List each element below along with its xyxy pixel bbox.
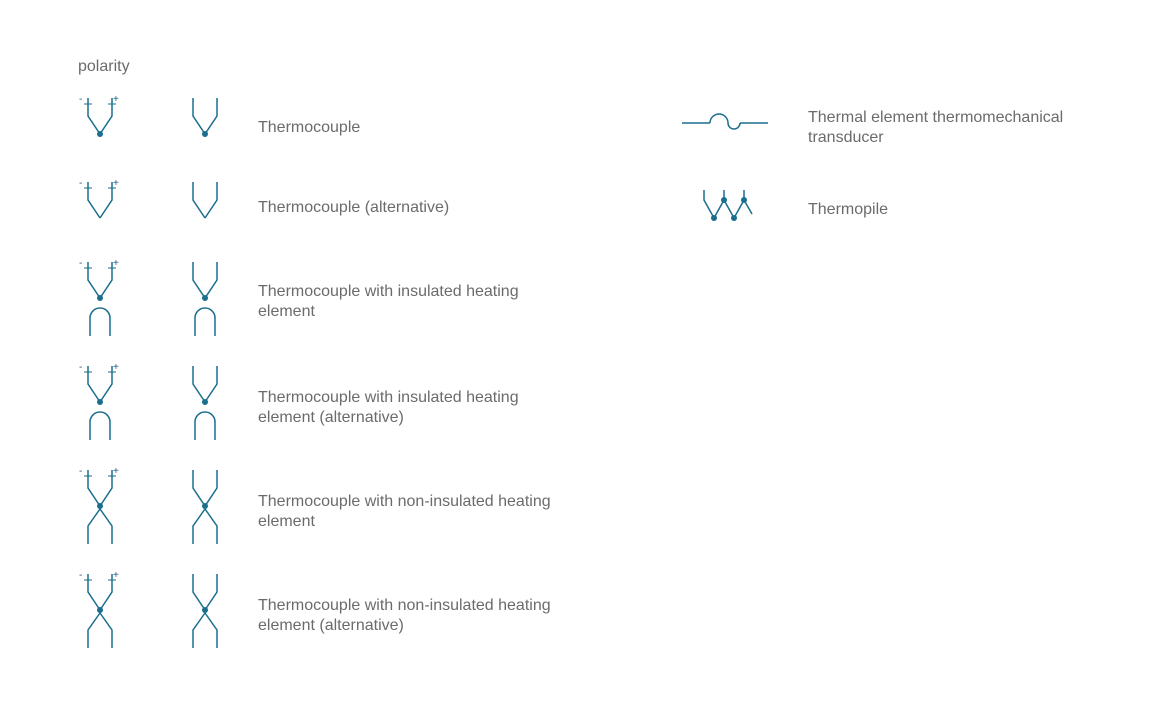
- polarity-minus: -: [79, 94, 82, 105]
- thermocouple-nonins-label: Thermocouple with non-insulated heating …: [258, 492, 578, 532]
- thermocouple-alt-label: Thermocouple (alternative): [258, 198, 558, 218]
- polarity-plus: +: [113, 94, 119, 105]
- thermocouple-ins-alt-label: Thermocouple with insulated heating elem…: [258, 388, 558, 428]
- polarity-header: polarity: [78, 58, 130, 76]
- thermal-element-symbol: [680, 108, 770, 138]
- polarity-plus: +: [113, 178, 119, 189]
- polarity-plus: +: [113, 258, 119, 269]
- thermocouple-ins-symbol: [185, 258, 225, 340]
- polarity-plus: +: [113, 570, 119, 581]
- thermocouple-nonins-alt-symbol-polarity: [80, 570, 120, 652]
- thermocouple-ins-label: Thermocouple with insulated heating elem…: [258, 282, 558, 322]
- thermocouple-nonins-symbol-polarity: [80, 466, 120, 548]
- polarity-minus: -: [79, 570, 82, 581]
- thermocouple-nonins-alt-label: Thermocouple with non-insulated heating …: [258, 596, 578, 636]
- thermocouple-alt-symbol: [185, 178, 225, 226]
- polarity-minus: -: [79, 258, 82, 269]
- polarity-plus: +: [113, 362, 119, 373]
- polarity-plus: +: [113, 466, 119, 477]
- thermopile-symbol: [700, 186, 756, 226]
- thermocouple-ins-alt-symbol-polarity: [80, 362, 120, 444]
- thermocouple-nonins-alt-symbol: [185, 570, 225, 652]
- thermocouple-ins-symbol-polarity: [80, 258, 120, 340]
- thermocouple-symbol: [185, 94, 225, 142]
- polarity-minus: -: [79, 466, 82, 477]
- polarity-minus: -: [79, 178, 82, 189]
- thermopile-label: Thermopile: [808, 200, 1008, 220]
- thermal-element-label: Thermal element thermomechanical transdu…: [808, 108, 1068, 148]
- thermocouple-nonins-symbol: [185, 466, 225, 548]
- polarity-minus: -: [79, 362, 82, 373]
- thermocouple-label: Thermocouple: [258, 118, 558, 138]
- thermocouple-ins-alt-symbol: [185, 362, 225, 444]
